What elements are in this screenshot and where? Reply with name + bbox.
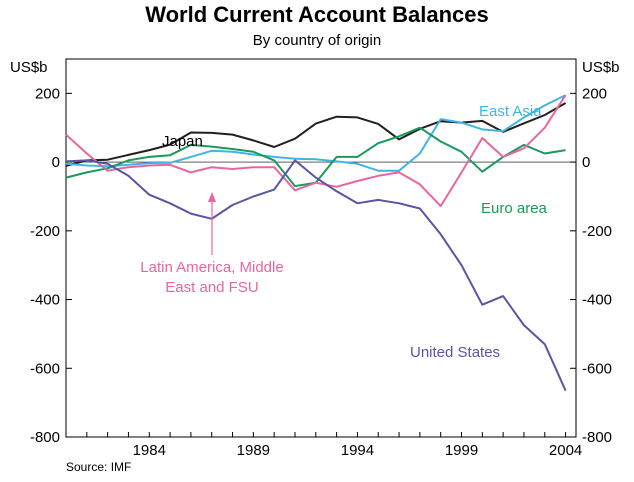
series-line-east-asia <box>65 94 567 172</box>
x-tick-label: 1984 <box>133 442 166 459</box>
y-tick-label-right: -600 <box>582 360 612 377</box>
series-line-united-states <box>65 159 567 392</box>
y-tick-label-left: 0 <box>52 154 60 171</box>
y-tick-label-right: -200 <box>582 223 612 240</box>
label-united-states: United States <box>410 344 500 361</box>
x-tick-label: 1994 <box>341 442 374 459</box>
latam-arrow-head <box>208 192 216 202</box>
annotations-group: Japan East Asia Euro area Latin America,… <box>140 103 547 361</box>
series-line-latin-america-middle-east-and-fsu <box>65 94 567 208</box>
plot-frame <box>65 58 577 438</box>
y-tick-label-left: -800 <box>30 429 60 446</box>
label-euro-area: Euro area <box>481 200 548 217</box>
x-axis-ticks: 1984 1989 1994 1999 2004 <box>65 432 582 459</box>
label-latam-line2: East and FSU <box>165 279 258 296</box>
y-tick-label-right: -800 <box>582 429 612 446</box>
x-tick-label: 1989 <box>237 442 270 459</box>
chart-title: World Current Account Balances <box>145 2 489 27</box>
y-tick-label-right: 200 <box>582 85 607 102</box>
y-tick-label-left: -200 <box>30 223 60 240</box>
series-line-japan <box>65 102 567 167</box>
series-group <box>65 94 567 392</box>
y-axis-ticks: -800 -800 -600 -600 -400 -400 -200 -200 0 0 200 200 <box>30 85 612 446</box>
y-tick-label-left: -400 <box>30 292 60 309</box>
x-tick-label: 1999 <box>445 442 478 459</box>
label-east-asia: East Asia <box>479 103 542 120</box>
label-japan: Japan <box>162 133 203 150</box>
y-tick-label-right: 0 <box>582 154 590 171</box>
y-tick-label-left: -600 <box>30 360 60 377</box>
left-axis-unit-label: US$b <box>10 59 48 76</box>
right-axis-unit-label: US$b <box>582 59 620 76</box>
y-tick-label-left: 200 <box>35 85 60 102</box>
label-latam-line1: Latin America, Middle <box>140 259 283 276</box>
x-tick-label: 2004 <box>549 442 582 459</box>
chart-subtitle: By country of origin <box>252 32 382 49</box>
source-note: Source: IMF <box>66 460 132 474</box>
y-tick-label-right: -400 <box>582 292 612 309</box>
